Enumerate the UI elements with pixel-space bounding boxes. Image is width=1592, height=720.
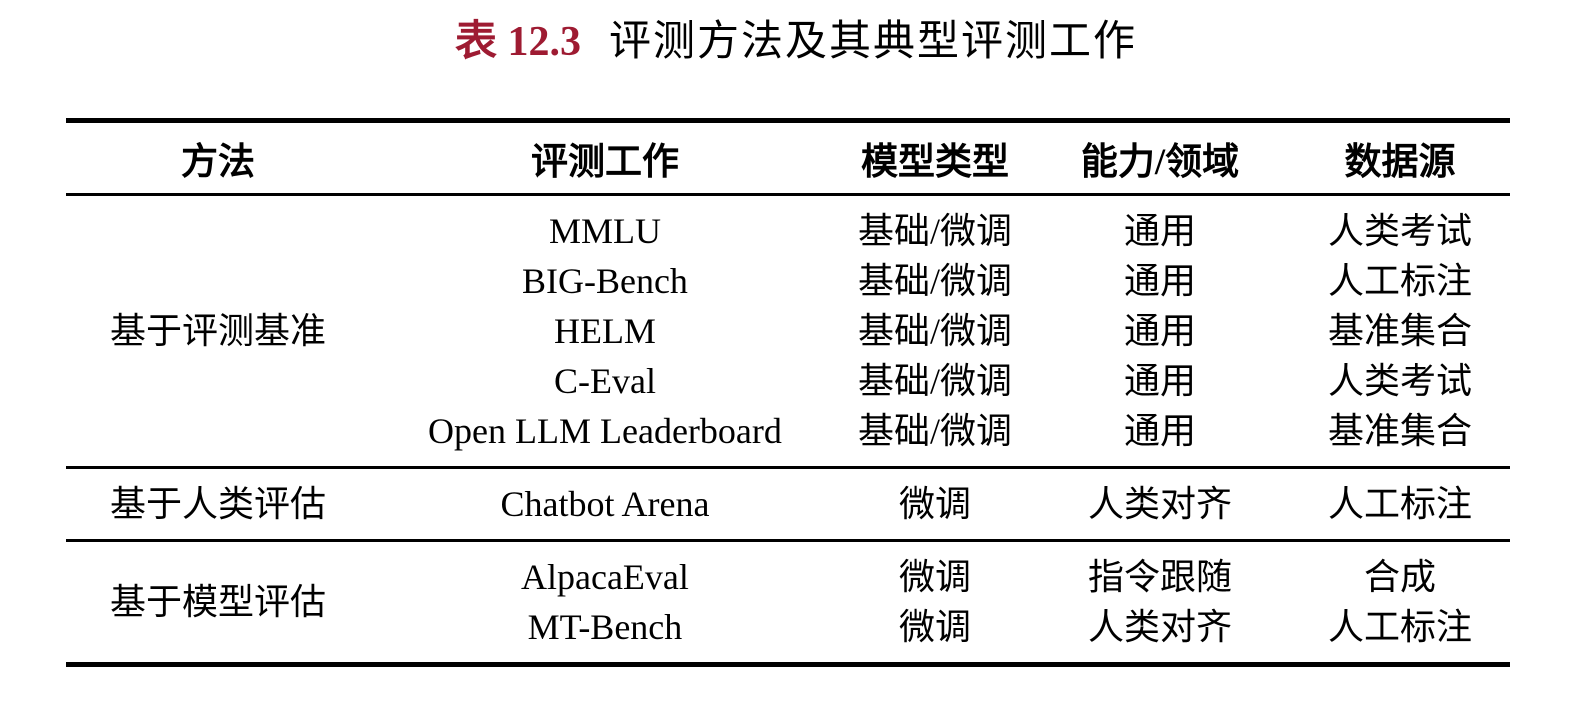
- table-row: 基于评测基准 MMLU 基础/微调 通用 人类考试: [66, 195, 1510, 351]
- work-cell: C-Eval: [553, 361, 656, 401]
- evaluation-methods-table: 方法 评测工作 模型类型 能力/领域 数据源 基于评测基准 MMLU 基础/微调 通用 人类考试…: [66, 118, 1510, 667]
- table-row: 基于模型评估 AlpacaEval 微调 指令跟随 合成: [66, 541, 1510, 622]
- table-row: MT-Bench 微调 人类对齐 人工标注: [66, 602, 1510, 665]
- data-source-cell: 人工标注: [1328, 607, 1473, 647]
- table-caption-number: 表 12.3: [454, 19, 581, 65]
- column-header: 能力/领域: [1080, 142, 1240, 183]
- table-row: Open LLM Leaderboard 基础/微调 通用 基准集合: [66, 406, 1510, 468]
- method-cell: 基于评测基准: [109, 311, 326, 351]
- data-source-cell: 人类考试: [1328, 361, 1473, 401]
- method-cell: 基于模型评估: [109, 582, 326, 622]
- work-cell: HELM: [553, 311, 656, 351]
- method-group: 基于人类评估 Chatbot Arena 微调 人类对齐 人工标注: [66, 468, 1510, 541]
- data-source-cell: 合成: [1364, 557, 1437, 597]
- data-source-cell: 人工标注: [1328, 484, 1473, 524]
- ability-domain-cell: 指令跟随: [1088, 557, 1233, 597]
- table-row: C-Eval 基础/微调 通用 人类考试: [66, 356, 1510, 406]
- work-cell: AlpacaEval: [521, 557, 689, 597]
- table-row: 基于人类评估 Chatbot Arena 微调 人类对齐 人工标注: [66, 468, 1510, 541]
- document-page: 表 12.3 评测方法及其典型评测工作 方法 评测工作 模型类型 能力/领域 数据源 基于…: [0, 16, 1592, 720]
- table-caption-text: 评测方法及其典型评测工作: [609, 19, 1138, 65]
- model-type-cell: 基础/微调: [857, 261, 1012, 301]
- model-type-cell: 基础/微调: [857, 361, 1012, 401]
- method-group: 基于评测基准 MMLU 基础/微调 通用 人类考试 BIG-Bench 基础/微调 通用 人工标…: [66, 195, 1510, 468]
- work-cell: Open LLM Leaderboard: [428, 411, 782, 451]
- model-type-cell: 基础/微调: [857, 411, 1012, 451]
- model-type-cell: 基础/微调: [857, 211, 1012, 251]
- column-header: 方法: [180, 142, 255, 183]
- ability-domain-cell: 通用: [1124, 261, 1197, 301]
- model-type-cell: 微调: [898, 484, 971, 524]
- model-type-cell: 微调: [898, 557, 971, 597]
- ability-domain-cell: 通用: [1124, 211, 1197, 251]
- method-cell: 基于人类评估: [109, 484, 326, 524]
- column-header: 数据源: [1344, 142, 1456, 183]
- ability-domain-cell: 通用: [1124, 361, 1197, 401]
- data-source-cell: 人工标注: [1328, 261, 1473, 301]
- table-row: HELM 基础/微调 通用 基准集合: [66, 306, 1510, 356]
- model-type-cell: 基础/微调: [857, 311, 1012, 351]
- model-type-cell: 微调: [898, 607, 971, 647]
- header-row: 方法 评测工作 模型类型 能力/领域 数据源: [66, 121, 1510, 195]
- table-row: BIG-Bench 基础/微调 通用 人工标注: [66, 256, 1510, 306]
- ability-domain-cell: 人类对齐: [1088, 607, 1233, 647]
- work-cell: MMLU: [548, 211, 661, 251]
- data-source-cell: 基准集合: [1328, 411, 1473, 451]
- method-group: 基于模型评估 AlpacaEval 微调 指令跟随 合成 MT-Bench 微调 人类对齐 人工…: [66, 541, 1510, 665]
- column-header: 模型类型: [860, 142, 1009, 183]
- ability-domain-cell: 人类对齐: [1088, 484, 1233, 524]
- work-cell: BIG-Bench: [521, 261, 688, 301]
- column-header: 评测工作: [530, 142, 679, 183]
- table-caption: 表 12.3 评测方法及其典型评测工作: [0, 16, 1592, 68]
- ability-domain-cell: 通用: [1124, 411, 1197, 451]
- work-cell: Chatbot Arena: [500, 484, 710, 524]
- ability-domain-cell: 通用: [1124, 311, 1197, 351]
- data-source-cell: 基准集合: [1328, 311, 1473, 351]
- work-cell: MT-Bench: [527, 607, 683, 647]
- data-source-cell: 人类考试: [1328, 211, 1473, 251]
